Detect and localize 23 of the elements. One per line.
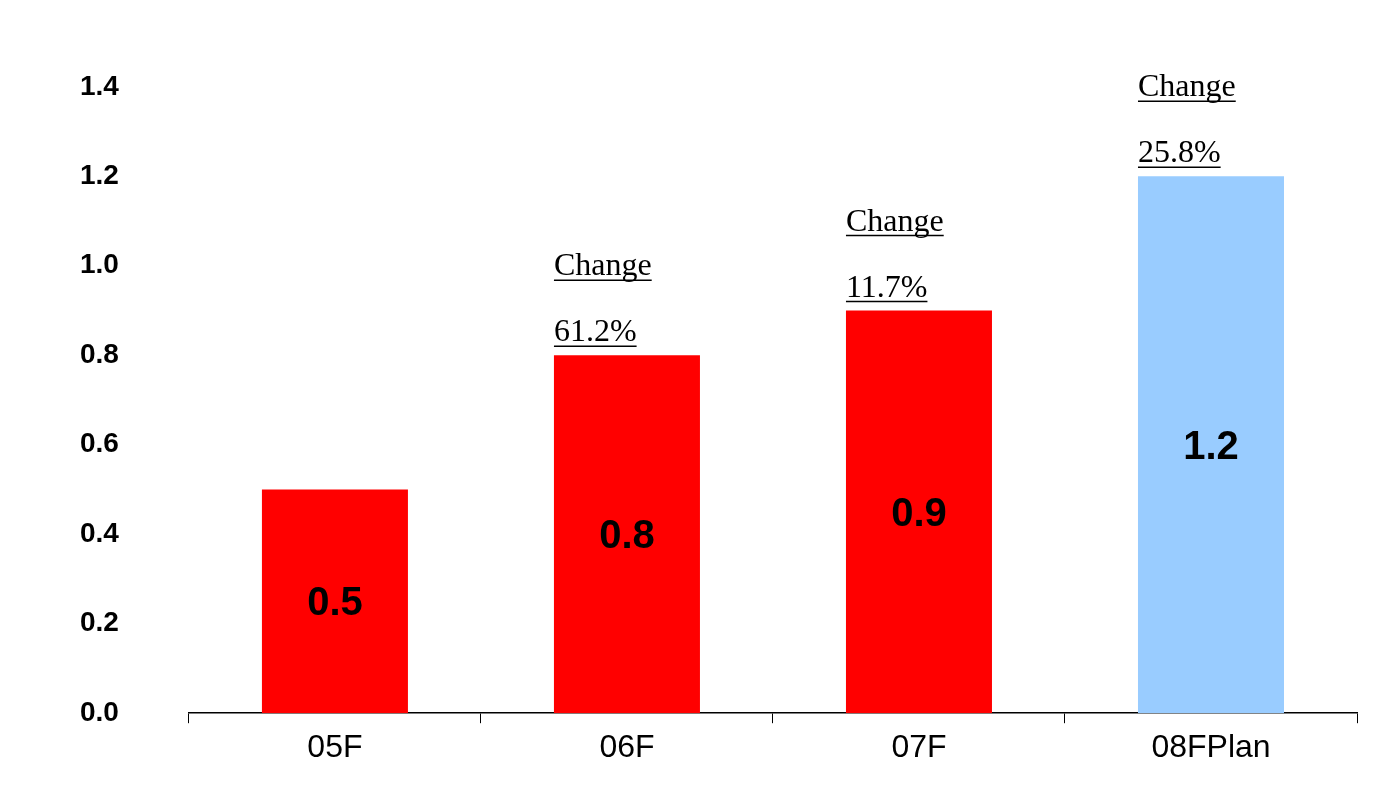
y-tick-label: 0.0 bbox=[79, 695, 119, 727]
y-tick-label: 1.4 bbox=[79, 69, 120, 101]
data-label: 1.2 bbox=[1183, 422, 1239, 467]
y-tick-label: 0.6 bbox=[79, 427, 119, 459]
data-label: 0.8 bbox=[599, 512, 655, 557]
x-tick-label: 08FPlan bbox=[1151, 728, 1271, 765]
annotation: Change 25.8% bbox=[1137, 67, 1236, 170]
data-label: 0.5 bbox=[307, 579, 363, 624]
x-tick-label: 07F bbox=[891, 728, 947, 765]
y-tick-label: 0.2 bbox=[79, 606, 119, 638]
x-tick-label: 06F bbox=[599, 728, 655, 765]
annotation: Change 11.7% bbox=[845, 201, 944, 304]
y-tick-label: 1.0 bbox=[79, 248, 119, 280]
x-tick-label: 05F bbox=[307, 728, 363, 765]
data-label: 0.9 bbox=[891, 489, 947, 534]
bar bbox=[553, 355, 700, 714]
y-tick-label: 1.2 bbox=[79, 159, 119, 190]
y-tick-label: 0.8 bbox=[79, 337, 119, 369]
annotation: Change 61.2% bbox=[553, 246, 652, 349]
bar bbox=[845, 310, 992, 714]
y-tick-label: 0.4 bbox=[79, 516, 120, 548]
bar bbox=[1137, 176, 1284, 714]
bar bbox=[261, 489, 408, 714]
